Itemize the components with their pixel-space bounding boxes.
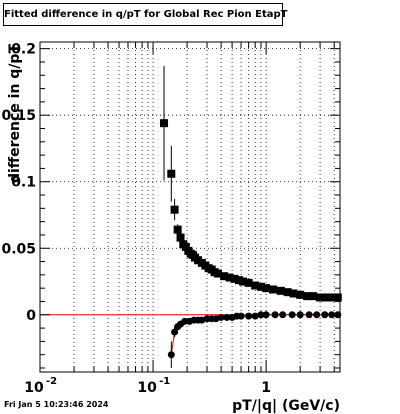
data-point — [217, 313, 225, 321]
data-point — [305, 311, 313, 319]
data-point — [251, 281, 260, 290]
data-point — [333, 293, 342, 302]
y-tick-label: 0.15 — [1, 108, 36, 124]
data-point — [257, 311, 265, 319]
data-point — [309, 292, 318, 301]
data-point — [176, 233, 185, 242]
data-point — [313, 311, 321, 319]
data-point — [296, 290, 305, 299]
data-point — [167, 169, 176, 178]
y-axis-label: difference in q/pT — [7, 44, 23, 183]
data-point — [288, 311, 296, 319]
data-point — [223, 313, 231, 321]
data-point — [181, 317, 189, 325]
data-point — [316, 293, 325, 302]
y-tick-label: 0.1 — [11, 175, 36, 191]
x-tick-label: 1 — [261, 380, 271, 396]
data-point — [239, 277, 248, 286]
data-point — [276, 286, 285, 295]
data-point — [225, 273, 234, 282]
x-tick-exponent: -1 — [159, 376, 170, 387]
axes — [39, 41, 341, 373]
axis-labels: pT/|q| (GeV/c) difference in q/pT 0 0.05 0… — [1, 42, 340, 414]
series-2 — [167, 311, 342, 369]
data-point — [220, 272, 229, 281]
data-point — [173, 225, 182, 234]
data-point — [289, 289, 298, 298]
data-point — [230, 274, 239, 283]
data-point — [303, 292, 312, 301]
data-point — [262, 284, 271, 293]
chart-title: Fitted difference in q/pT for Global Rec… — [3, 3, 287, 26]
y-tick-label: 0.05 — [1, 241, 36, 257]
data-point — [170, 205, 179, 214]
data-point — [160, 119, 169, 128]
data-point — [283, 288, 292, 297]
data-point — [271, 311, 279, 319]
x-tick-label: 10 — [137, 380, 157, 396]
data-point — [234, 276, 243, 285]
plot-frame — [39, 41, 341, 373]
series-1 — [160, 65, 342, 302]
data-point — [244, 278, 253, 287]
data-point — [237, 312, 245, 320]
data-point — [251, 312, 259, 320]
data-point — [167, 351, 175, 359]
x-tick-label: 10 — [24, 380, 44, 396]
x-tick-exponent: -2 — [46, 376, 57, 387]
data-point — [269, 285, 278, 294]
data-point — [213, 269, 222, 278]
data-point — [322, 293, 331, 302]
y-tick-label: 0.2 — [11, 42, 36, 58]
data-point — [296, 311, 304, 319]
data-point — [262, 311, 270, 319]
x-axis-label: pT/|q| (GeV/c) — [232, 398, 340, 414]
timestamp-footer: Fri Jan 5 10:23:46 2024 — [4, 400, 109, 409]
data-point — [321, 311, 329, 319]
data-point — [245, 312, 253, 320]
data-point — [171, 328, 179, 336]
y-tick-label: 0 — [26, 308, 36, 324]
data-point — [279, 311, 287, 319]
data-points — [160, 65, 342, 369]
data-point — [327, 293, 336, 302]
data-point — [256, 282, 265, 291]
